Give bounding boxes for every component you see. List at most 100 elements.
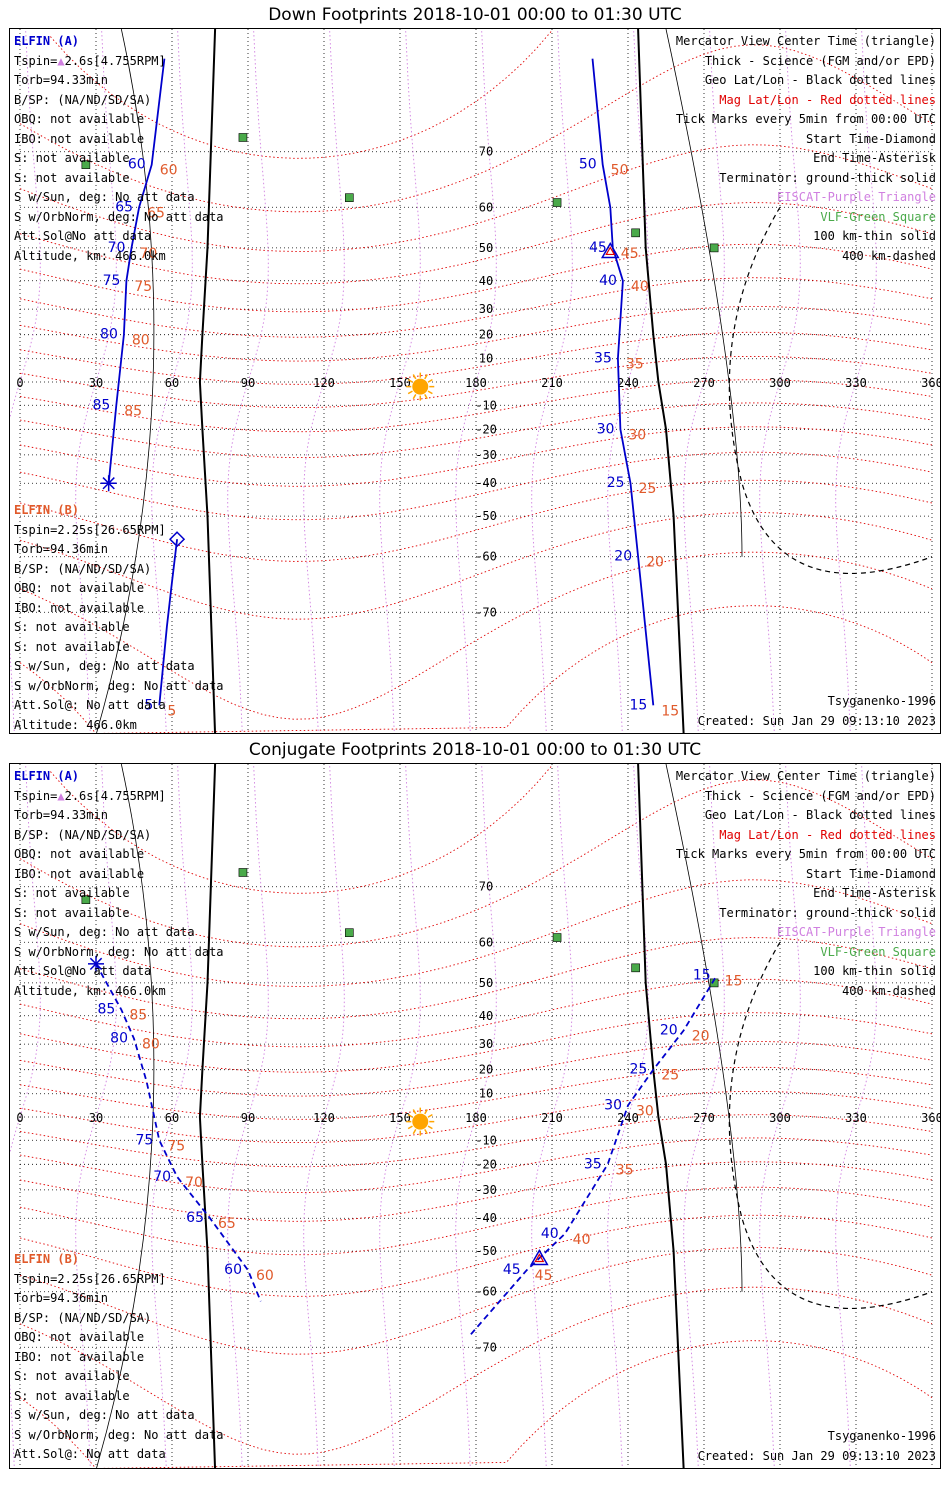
sw-orb-b: S w/OrbNorm, deg: No att data — [14, 678, 224, 693]
sun-ray — [424, 1109, 428, 1115]
y-tick-label: 40 — [479, 1009, 493, 1023]
mag-lat-line — [19, 402, 933, 459]
tick-label-blue: 75 — [103, 273, 121, 289]
tick-label-orange: 35 — [616, 1162, 634, 1178]
y-tick-label: 50 — [479, 241, 493, 255]
s2-b-conj: S: not available — [14, 1388, 130, 1403]
s1-a-conj: S: not available — [14, 886, 130, 900]
y-tick-label: -60 — [475, 550, 497, 564]
tick-label-orange: 40 — [573, 1232, 591, 1248]
tick-labels: 0 30 60 90 120 150 180 210 240 270 300 330 360 70 60 50… — [16, 145, 940, 620]
terminator-line — [198, 764, 217, 1468]
y-tick-label: -70 — [475, 605, 497, 619]
terminator-400km — [728, 941, 933, 1310]
sw-orb-a: S w/OrbNorm, deg: No att data — [14, 209, 224, 224]
torb-a: Torb=94.33min — [14, 73, 108, 87]
elfin-a-info: ELFIN (A) Tspin=▲2.6s[4.755RPM] Torb=94.… — [14, 32, 224, 266]
tick-label-blue: 65 — [115, 199, 133, 215]
asterisk-stroke — [102, 477, 115, 490]
alt-a: Altitude, km: 466.0km — [14, 248, 166, 263]
elfin-a-header: ELFIN (A) — [14, 34, 80, 48]
sun-disc — [412, 1113, 429, 1130]
tick-label-orange: 65 — [218, 1216, 236, 1232]
legend-400km: 400 km-dashed — [842, 248, 936, 263]
tick-label-blue: 45 — [589, 240, 607, 256]
legend-center-time-conj: Mercator View Center Time (triangle) — [675, 769, 936, 783]
tick-label-orange: 5 — [167, 703, 176, 719]
panel-conjugate-footprints: 0 30 60 90 120 150 180 210 240 270 300 330 360 70 60 50… — [9, 763, 941, 1469]
chart-title-conjugate: Conjugate Footprints 2018-10-01 00:00 to… — [248, 740, 702, 760]
y-tick-label: 60 — [479, 935, 493, 949]
obq-a: OBQ: not available — [14, 112, 145, 126]
tick-label-orange: 70 — [185, 1175, 203, 1191]
sun-ray — [424, 394, 428, 400]
tick-label-orange: 60 — [160, 163, 178, 179]
x-tick-label: 120 — [313, 1111, 335, 1125]
s2-b: S: not available — [14, 639, 130, 654]
tick-label-blue: 45 — [503, 1262, 521, 1278]
sun-icon — [406, 372, 435, 401]
mag-lat-line — [19, 277, 933, 338]
legend-end-asterisk-conj: End Time-Asterisk — [813, 886, 936, 900]
tick-label-blue: 25 — [607, 475, 625, 491]
model-name: Tsyganenko-1996 — [827, 694, 936, 708]
terminator-100km — [96, 764, 155, 1468]
terminator-line — [198, 29, 217, 733]
tick-label-blue: 40 — [599, 273, 617, 289]
x-tick-label: 120 — [313, 376, 335, 390]
center-triangle-icon — [530, 1248, 549, 1266]
torb-b-conj: Torb=94.36min — [14, 1291, 108, 1305]
ibo-a: IBO: not available — [14, 131, 145, 146]
terminator-line — [637, 764, 685, 1468]
mag-lat-line — [19, 243, 933, 313]
legend-vlf-conj: VLF-Green Square — [820, 944, 936, 959]
tick-label-blue: 30 — [597, 421, 615, 437]
mag-lat-line — [19, 1214, 933, 1297]
x-tick-label: 60 — [165, 1111, 179, 1125]
tick-label-orange: 50 — [611, 163, 629, 179]
legend-geo-grid: Geo Lat/Lon - Black dotted lines — [704, 73, 936, 87]
elfin-b-header-conj: ELFIN (B) — [14, 1252, 80, 1266]
geo-grid — [19, 29, 933, 733]
x-tick-label: 360 — [921, 1111, 941, 1125]
vlf-square-icon — [345, 928, 354, 937]
s2-a-conj: S: not available — [14, 905, 130, 920]
elfin-b-info: ELFIN (B) Tspin=2.25s[26.65RPM] Torb=94.… — [14, 501, 224, 733]
terminator-100km — [665, 29, 743, 557]
tick-label-blue: 70 — [153, 1169, 171, 1185]
legend-thick-science-conj: Thick - Science (FGM and/or EPD) — [704, 788, 936, 803]
att-a: Att.Sol@No att data — [14, 229, 152, 243]
created-timestamp: Created: Sun Jan 29 09:13:10 2023 — [697, 713, 936, 728]
chart-title-down: Down Footprints 2018-10-01 00:00 to 01:3… — [268, 5, 682, 25]
x-tick-label: 180 — [465, 1111, 487, 1125]
x-tick-label: 0 — [16, 376, 23, 390]
tick-label-blue: 20 — [614, 549, 632, 565]
att-b: Att.Sol@: No att data — [14, 698, 166, 712]
panel-down-footprints: 0 30 60 90 120 150 180 210 240 270 300 330 360 70 60 50… — [9, 28, 941, 734]
y-tick-label: 30 — [479, 302, 493, 316]
tick-label-orange: 45 — [621, 246, 639, 262]
tick-label-orange: 30 — [636, 1103, 654, 1119]
tick-label-orange: 60 — [256, 1268, 274, 1284]
tick-label-orange: 20 — [692, 1028, 710, 1044]
y-tick-label: 60 — [479, 200, 493, 214]
tick-label-orange: 15 — [661, 703, 679, 719]
sun-ray — [407, 378, 413, 383]
legend-end-asterisk: End Time-Asterisk — [813, 151, 936, 165]
tick-label-orange: 65 — [147, 205, 165, 221]
obq-b: OBQ: not available — [14, 581, 145, 595]
legend-thick-science: Thick - Science (FGM and/or EPD) — [704, 53, 936, 68]
torb-b: Torb=94.36min — [14, 542, 108, 556]
y-tick-label: -40 — [475, 476, 497, 490]
tick-label-orange: 85 — [124, 403, 142, 419]
tick-label-orange: 15 — [725, 974, 743, 990]
tspin-b: Tspin=2.25s[26.65RPM] — [14, 522, 166, 537]
tick-label-orange: 30 — [628, 427, 646, 443]
s2-a: S: not available — [14, 170, 130, 185]
y-tick-label: -70 — [475, 1340, 497, 1354]
tick-label-orange: 25 — [661, 1068, 679, 1084]
sun-disc — [412, 378, 429, 395]
sun-ray — [407, 1113, 413, 1118]
sw-orb-b-conj: S w/OrbNorm, deg: No att data — [14, 1427, 224, 1442]
tick-label-blue: 20 — [660, 1022, 678, 1038]
